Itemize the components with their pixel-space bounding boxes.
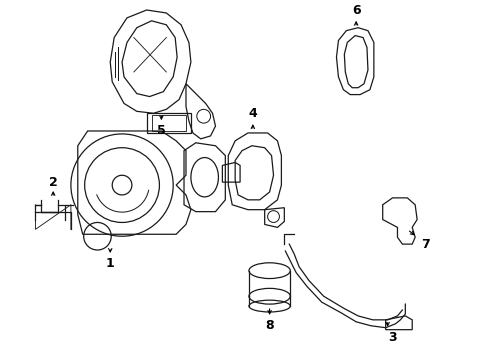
Text: 4: 4: [248, 107, 257, 120]
Text: 8: 8: [265, 319, 274, 332]
Text: 7: 7: [420, 238, 429, 251]
Text: 2: 2: [49, 176, 57, 189]
Text: 1: 1: [106, 257, 115, 270]
Text: 3: 3: [388, 331, 397, 344]
Text: 5: 5: [157, 125, 166, 138]
Text: 6: 6: [352, 4, 361, 18]
